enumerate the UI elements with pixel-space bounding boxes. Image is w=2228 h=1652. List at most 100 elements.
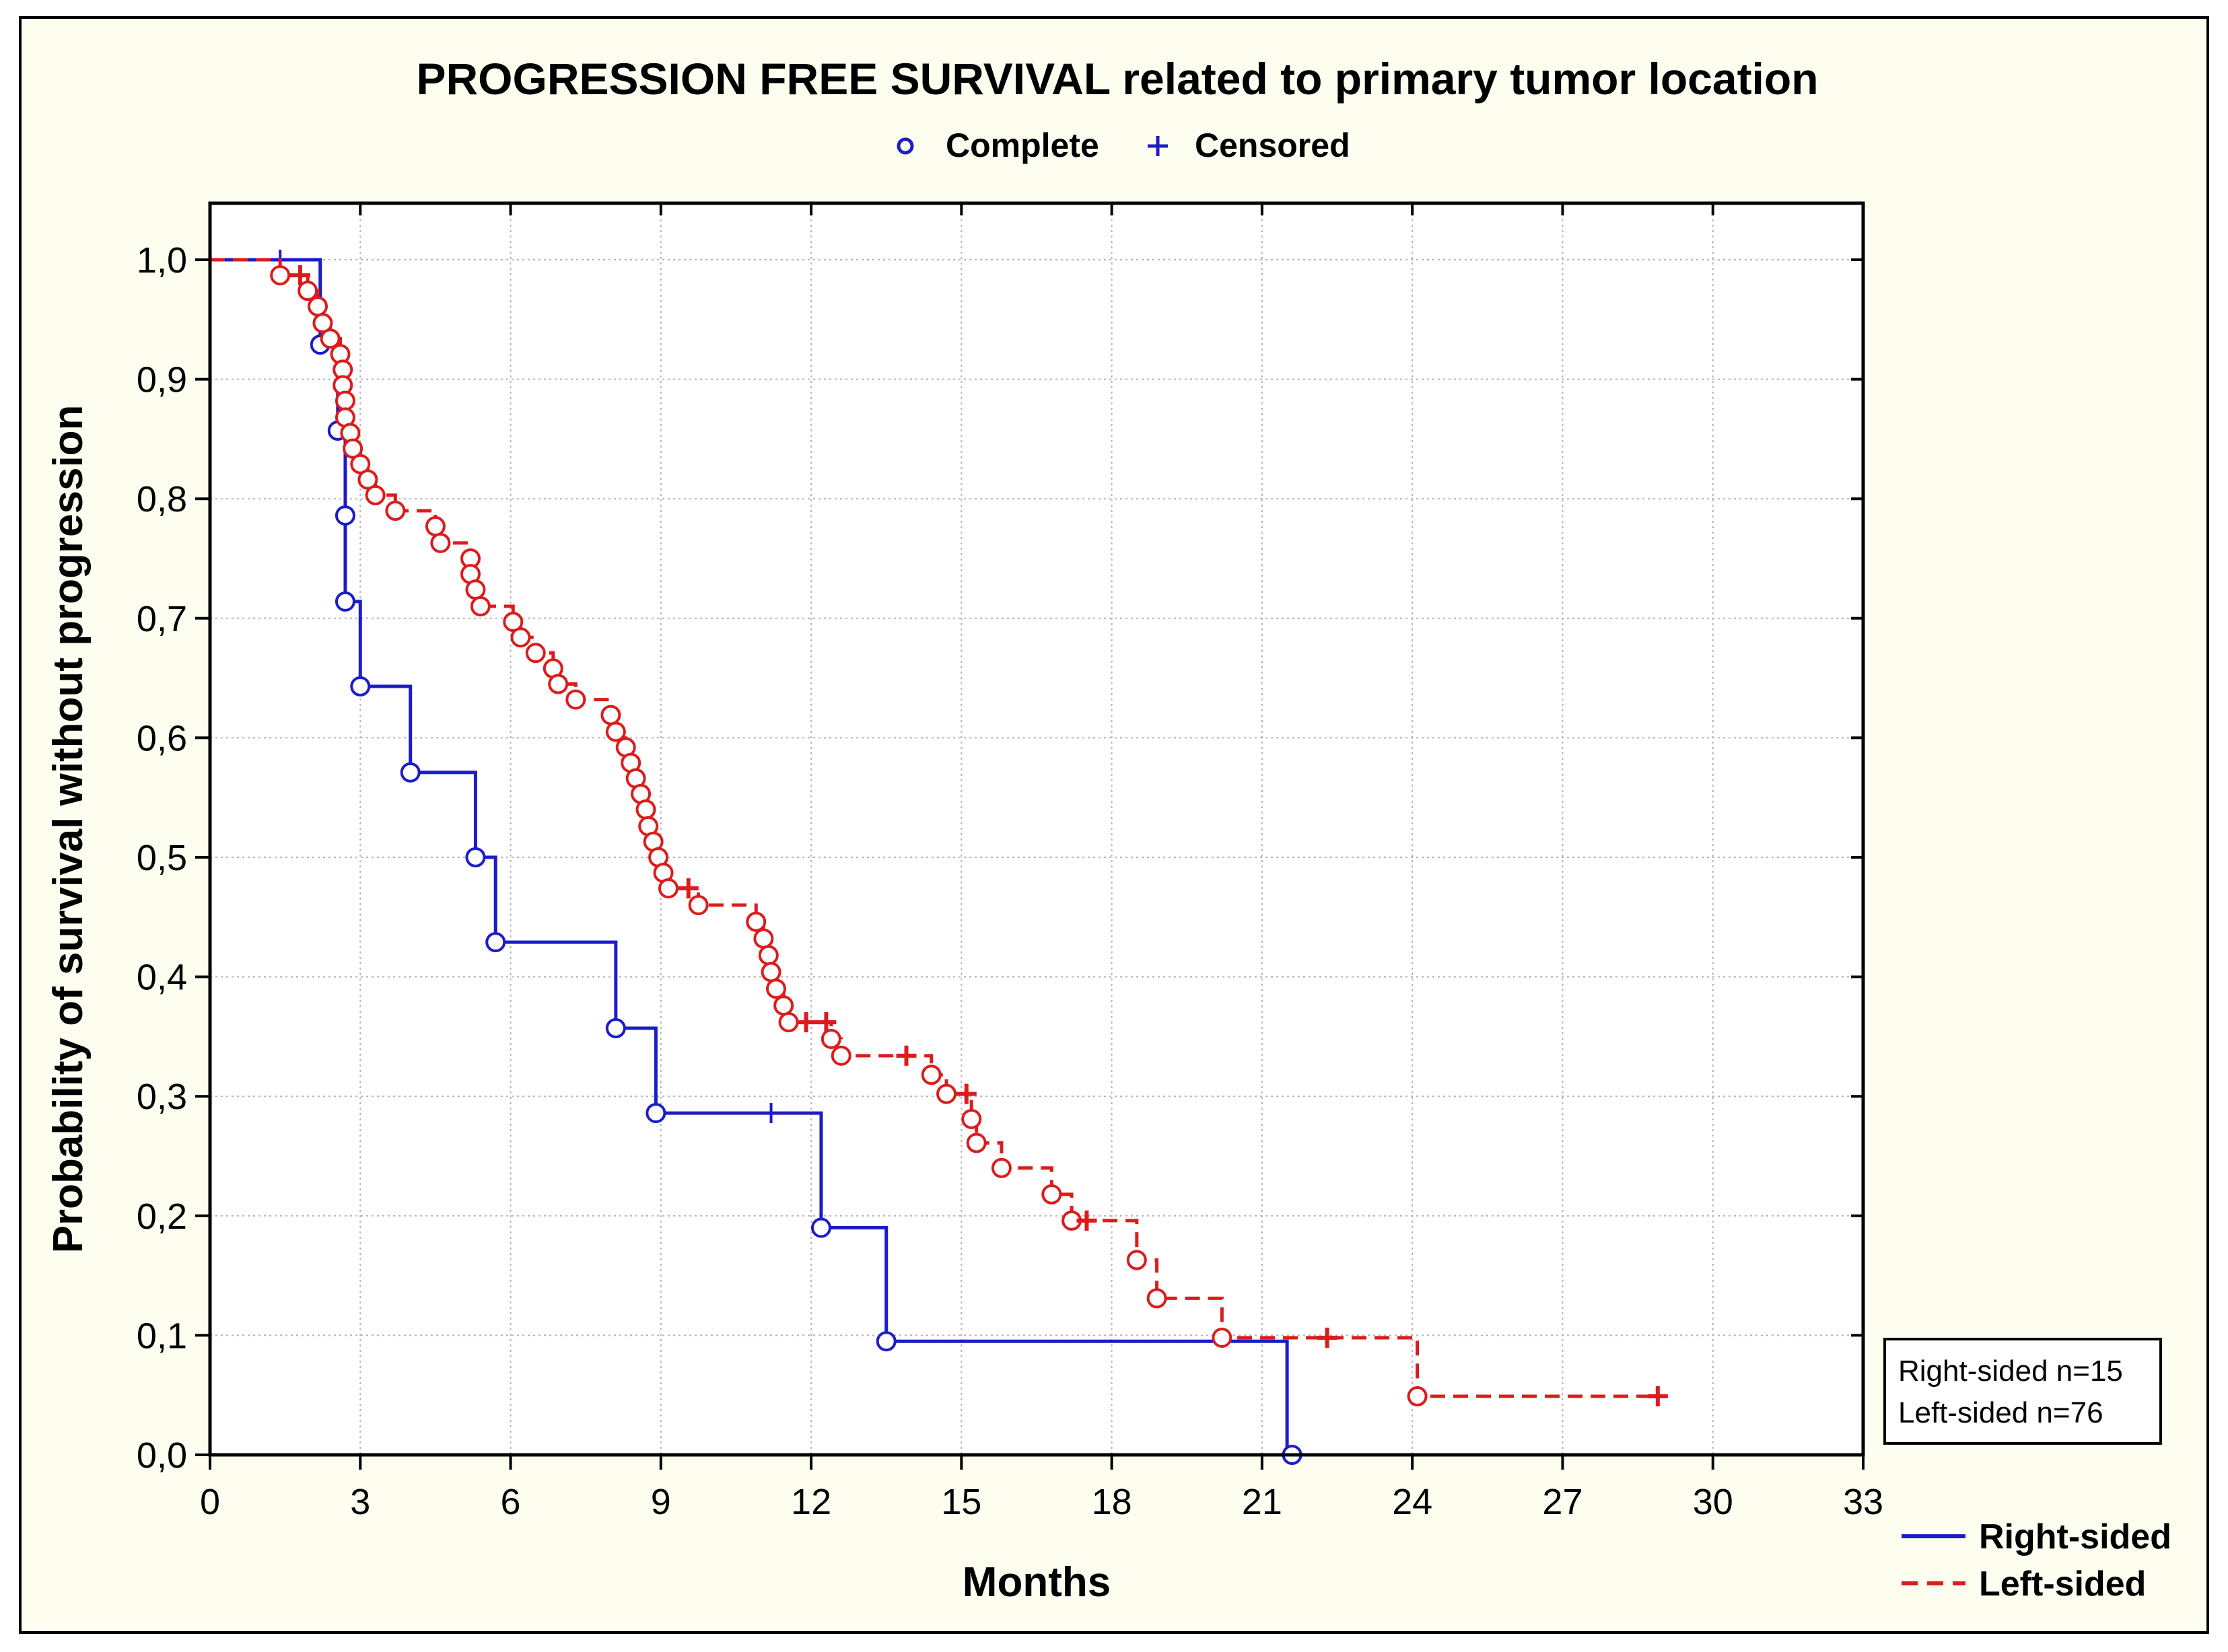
event-point-left-sided [465, 579, 486, 600]
event-point-left-sided [565, 689, 586, 710]
series-legend: Right-sided Left-sided [1902, 1517, 2171, 1604]
censored-point-left-sided [1647, 1386, 1668, 1406]
x-tick-label: 3 [350, 1482, 370, 1522]
y-tick-label: 1,0 [137, 240, 187, 281]
event-point-left-sided [1041, 1184, 1062, 1205]
x-tick-label: 9 [651, 1482, 671, 1522]
x-tick-label: 0 [200, 1482, 220, 1522]
event-point-left-sided [1146, 1288, 1167, 1309]
event-point-left-sided [966, 1133, 987, 1153]
event-point-left-sided [320, 328, 341, 349]
x-tick-label: 30 [1693, 1482, 1733, 1522]
annotation-right-sided: Right-sided n=15 [1898, 1355, 2123, 1388]
censored-point-left-sided [896, 1045, 917, 1066]
censored-point-left-sided [956, 1083, 977, 1104]
event-point-right-sided [485, 932, 506, 953]
y-tick-label: 0,7 [137, 599, 187, 639]
event-point-left-sided [605, 721, 626, 742]
censored-marker-icon [1148, 136, 1168, 156]
event-point-left-sided [746, 911, 767, 932]
plot-border [208, 201, 1865, 1457]
event-point-left-sided [525, 643, 546, 663]
censored-point-left-sided [796, 1012, 816, 1033]
event-point-left-sided [821, 1028, 841, 1049]
x-tick-label: 21 [1242, 1482, 1282, 1522]
event-point-left-sided [312, 313, 333, 334]
event-point-left-sided [548, 674, 569, 694]
event-point-left-sided [503, 612, 524, 633]
event-point-right-sided [465, 847, 486, 867]
event-point-left-sided [753, 928, 774, 949]
event-point-left-sided [510, 627, 531, 648]
censored-point-left-sided [1317, 1327, 1337, 1348]
event-point-left-sided [385, 500, 406, 521]
series-layer [210, 250, 1668, 1465]
censored-point-left-sided [289, 265, 310, 286]
event-point-left-sided [991, 1157, 1012, 1178]
event-point-left-sided [758, 945, 779, 966]
annotation-box [1883, 1338, 2162, 1445]
event-point-left-sided [765, 978, 786, 999]
plot-area [210, 203, 1863, 1455]
y-tick-label: 0,9 [137, 360, 187, 400]
event-point-left-sided [335, 390, 355, 411]
event-point-left-sided [635, 799, 656, 820]
y-axis-label: Probability of survival without progress… [45, 405, 92, 1254]
event-point-left-sided [1407, 1386, 1428, 1406]
event-point-left-sided [298, 281, 318, 301]
y-tick-label: 0,4 [137, 958, 187, 998]
x-tick-label: 27 [1542, 1482, 1582, 1522]
event-point-right-sided [335, 591, 355, 612]
y-tick-label: 0,3 [137, 1077, 187, 1117]
event-point-left-sided [430, 532, 451, 553]
event-point-right-sided [810, 1217, 831, 1238]
event-point-left-sided [425, 516, 446, 537]
censored-point-right-sided [761, 1103, 781, 1124]
event-point-left-sided [688, 895, 709, 916]
sample-size-box: Right-sided n=15 Left-sided n=76 [1883, 1338, 2162, 1445]
event-point-left-sided [773, 995, 794, 1016]
event-point-left-sided [1212, 1327, 1232, 1348]
event-point-left-sided [365, 484, 386, 505]
y-tick-label: 0,6 [137, 718, 187, 758]
x-tick-label: 24 [1392, 1482, 1432, 1522]
x-tick-label: 15 [941, 1482, 981, 1522]
y-tick-label: 0,0 [137, 1435, 187, 1476]
x-tick-label: 12 [791, 1482, 831, 1522]
x-tick-label: 6 [501, 1482, 521, 1522]
event-point-left-sided [961, 1108, 982, 1129]
event-point-right-sided [335, 505, 355, 526]
legend-complete-label: Complete [946, 127, 1099, 164]
event-point-left-sided [936, 1083, 957, 1104]
legend-right-sided-label: Right-sided [1979, 1517, 2171, 1556]
event-point-left-sided [357, 469, 378, 490]
censored-point-left-sided [816, 1012, 837, 1033]
event-point-left-sided [600, 705, 621, 725]
event-point-left-sided [343, 438, 363, 459]
event-point-right-sided [400, 762, 421, 783]
event-point-left-sided [350, 454, 371, 474]
x-tick-label: 18 [1092, 1482, 1132, 1522]
censored-point-left-sided [1076, 1210, 1097, 1231]
censored-point-left-sided [678, 878, 699, 899]
event-point-right-sided [605, 1017, 626, 1038]
chart-title: PROGRESSION FREE SURVIVAL related to pri… [416, 54, 1818, 104]
x-tick-label: 33 [1843, 1482, 1883, 1522]
event-point-left-sided [778, 1012, 799, 1033]
marker-legend: Complete Censored [897, 127, 1350, 164]
legend-left-sided-label: Left-sided [1979, 1565, 2146, 1604]
event-point-right-sided [646, 1103, 666, 1124]
series-left-sided [210, 258, 1668, 1406]
event-point-left-sided [658, 878, 678, 899]
event-point-left-sided [761, 962, 781, 982]
y-tick-label: 0,1 [137, 1316, 187, 1356]
annotation-left-sided: Left-sided n=76 [1898, 1396, 2103, 1429]
event-point-left-sided [1126, 1250, 1147, 1270]
event-point-left-sided [831, 1045, 851, 1066]
event-point-left-sided [270, 265, 291, 286]
y-tick-label: 0,8 [137, 479, 187, 519]
legend-censored-label: Censored [1195, 127, 1350, 164]
event-point-left-sided [470, 596, 491, 617]
event-point-right-sided [350, 676, 371, 697]
